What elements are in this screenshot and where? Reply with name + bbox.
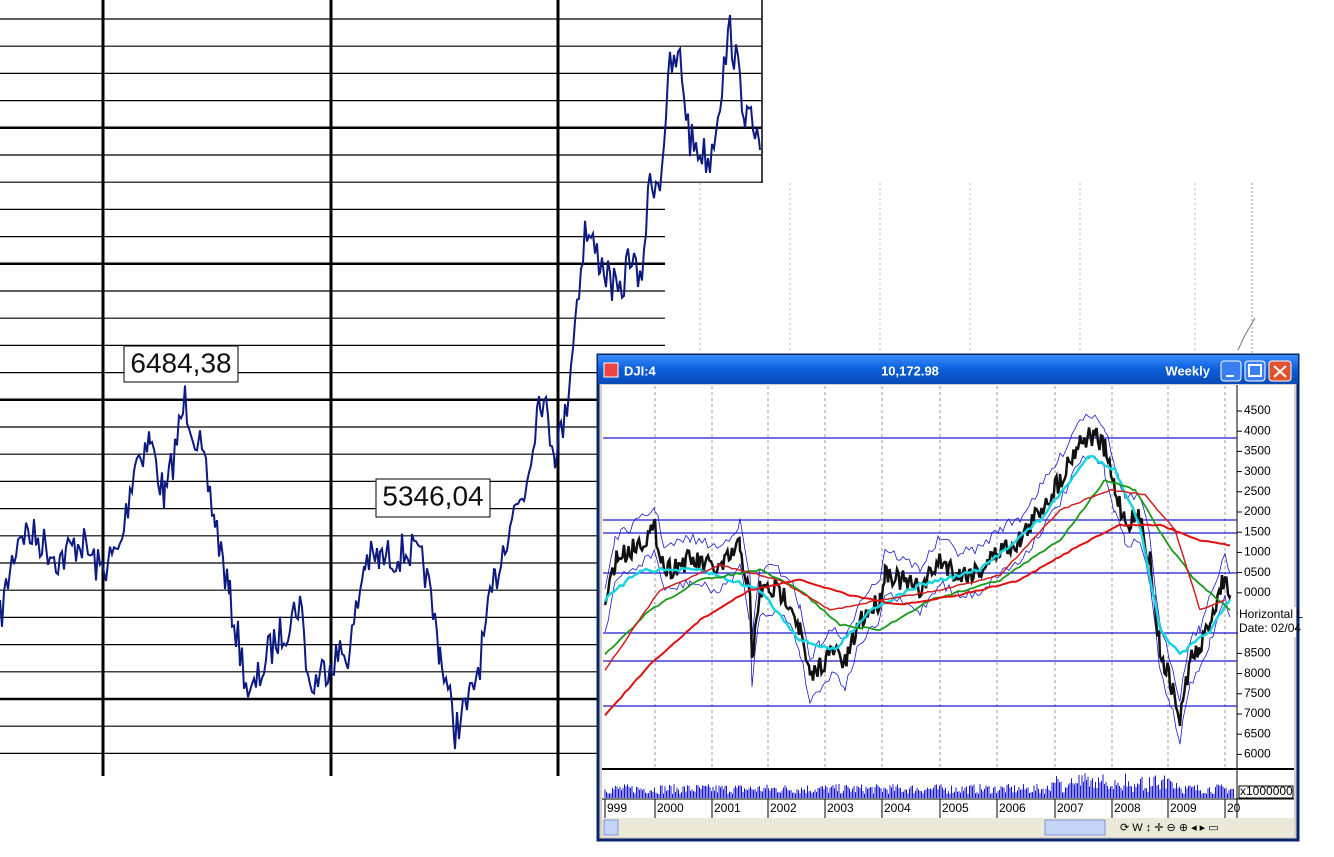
background-chart [0, 0, 763, 776]
y-tick-label: 6500 [1244, 726, 1271, 740]
y-tick-label: 4500 [1244, 403, 1271, 417]
window-icon [603, 362, 619, 378]
chart-area [602, 385, 1294, 837]
maximize-icon [1248, 364, 1262, 377]
y-tick-label: 0000 [1244, 585, 1271, 599]
window-plot: 4500 4000 3500 3000 2500 2000 1500 1000 0500 0000… [603, 386, 1303, 818]
crosshair-label-box [1238, 607, 1296, 637]
x-tick-label: 2008 [1114, 801, 1141, 815]
period: Weekly [1165, 363, 1210, 378]
ma-red-fast [604, 488, 1226, 671]
y-tick-label: 3000 [1244, 464, 1271, 478]
minimize-button[interactable] [1220, 360, 1242, 382]
ma-green [604, 479, 1231, 655]
y-tick-label: 1500 [1244, 524, 1271, 538]
y-tick-label: 6000 [1244, 747, 1271, 761]
band-upper [604, 413, 1231, 702]
annotation-box [375, 478, 491, 518]
annotation: 5346,04 [382, 480, 483, 511]
x-tick-label: 999 [607, 801, 627, 815]
y-tick-label: 8000 [1244, 666, 1271, 680]
scroll-left[interactable] [603, 819, 619, 836]
annotation-box [123, 345, 239, 383]
x-tick-label: 2003 [827, 801, 854, 815]
toolbar-icons: ⟳ W ↕ ✛ ⊖ ⊕ ◂ ▸ ▭ [1120, 822, 1219, 834]
x-tick-label: 2002 [770, 801, 797, 815]
x-tick-label: 2004 [884, 801, 911, 815]
ma-red [604, 523, 1231, 716]
ma-cyan [603, 455, 1232, 656]
volume-scale: x1000000 [1240, 784, 1293, 798]
y-tick-label: 7500 [1244, 686, 1271, 700]
x-tick-label: 20 [1227, 801, 1241, 815]
y-tick-label: 7000 [1244, 706, 1271, 720]
crosshair-label: Horizontal L [1239, 607, 1303, 621]
y-tick-label: 0500 [1244, 565, 1271, 579]
title-bar [598, 355, 1298, 384]
faint-grid [699, 183, 1256, 357]
x-tick-label: 2009 [1170, 801, 1197, 815]
price-line [0, 14, 761, 750]
last-value: 10,172.98 [881, 363, 939, 378]
y-tick-label: 4000 [1244, 423, 1271, 437]
scrollbar [602, 818, 1294, 837]
x-tick-label: 2001 [714, 801, 741, 815]
y-tick-label: 1000 [1244, 545, 1271, 559]
y-tick-label: 3500 [1244, 444, 1271, 458]
x-tick-label: 2006 [999, 801, 1026, 815]
volume-scale-box [1238, 785, 1294, 799]
scroll-thumb[interactable] [1044, 819, 1106, 836]
faint-line [1237, 317, 1256, 351]
window-title: DJI:4 [624, 363, 657, 378]
y-tick-label: 2000 [1244, 504, 1271, 518]
y-tick-label: 2500 [1244, 484, 1271, 498]
y-tick-label: 8500 [1244, 646, 1271, 660]
close-icon [1273, 365, 1287, 378]
x-tick-label: 2000 [657, 801, 684, 815]
crosshair-label: Date: 02/04 [1239, 621, 1301, 635]
band-lower [604, 455, 1231, 745]
x-tick-label: 2005 [942, 801, 969, 815]
annotation: 6484,38 [130, 347, 231, 378]
x-tick-label: 2007 [1057, 801, 1084, 815]
